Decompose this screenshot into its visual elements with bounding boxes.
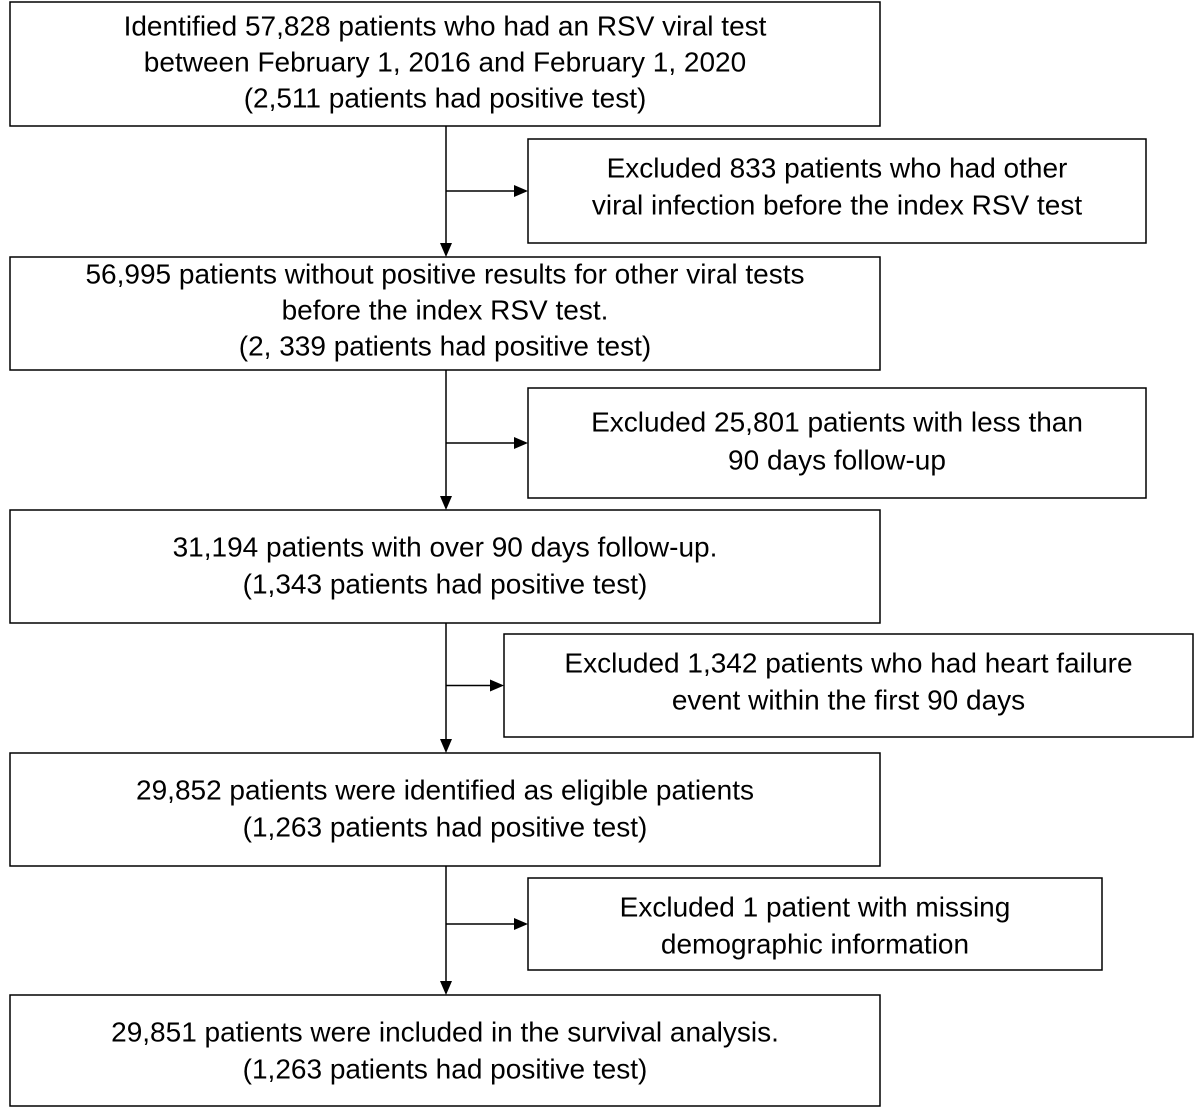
exclusion-text: Excluded 833 patients who had other	[607, 152, 1068, 183]
step-text: (1,263 patients had positive test)	[243, 811, 648, 842]
step-text: 29,851 patients were included in the sur…	[111, 1016, 779, 1047]
arrow-head	[514, 437, 528, 449]
step-text: 56,995 patients without positive results…	[85, 258, 804, 289]
step-box	[9, 752, 881, 867]
arrow-head	[514, 185, 528, 197]
arrow-head	[440, 739, 452, 753]
arrow-head	[440, 243, 452, 257]
exclusion-text: Excluded 1 patient with missing	[620, 891, 1011, 922]
step-text: before the index RSV test.	[282, 294, 609, 325]
exclusion-text: event within the first 90 days	[672, 684, 1025, 715]
arrow-head	[514, 918, 528, 930]
exclusion-box	[503, 633, 1194, 738]
exclusion-text: Excluded 25,801 patients with less than	[591, 406, 1083, 437]
exclusion-text: viral infection before the index RSV tes…	[592, 189, 1082, 220]
step-box	[9, 994, 881, 1107]
step-box	[9, 509, 881, 624]
step-text: (2, 339 patients had positive test)	[239, 330, 651, 361]
arrow-head	[440, 981, 452, 995]
exclusion-box	[527, 387, 1147, 499]
step-box	[9, 1, 881, 127]
step-text: 29,852 patients were identified as eligi…	[136, 774, 754, 805]
arrow-head	[440, 496, 452, 510]
exclusion-box	[527, 138, 1147, 244]
step-text: (2,511 patients had positive test)	[244, 82, 647, 113]
step-text: (1,343 patients had positive test)	[243, 568, 648, 599]
exclusion-text: 90 days follow-up	[728, 444, 946, 475]
exclusion-box	[527, 877, 1103, 971]
step-box	[9, 256, 881, 371]
step-text: (1,263 patients had positive test)	[243, 1053, 648, 1084]
arrow-head	[490, 679, 504, 692]
step-text: 31,194 patients with over 90 days follow…	[173, 531, 718, 562]
exclusion-text: Excluded 1,342 patients who had heart fa…	[564, 647, 1132, 678]
exclusion-text: demographic information	[661, 928, 969, 959]
step-text: between February 1, 2016 and February 1,…	[144, 46, 746, 77]
step-text: Identified 57,828 patients who had an RS…	[124, 10, 767, 41]
